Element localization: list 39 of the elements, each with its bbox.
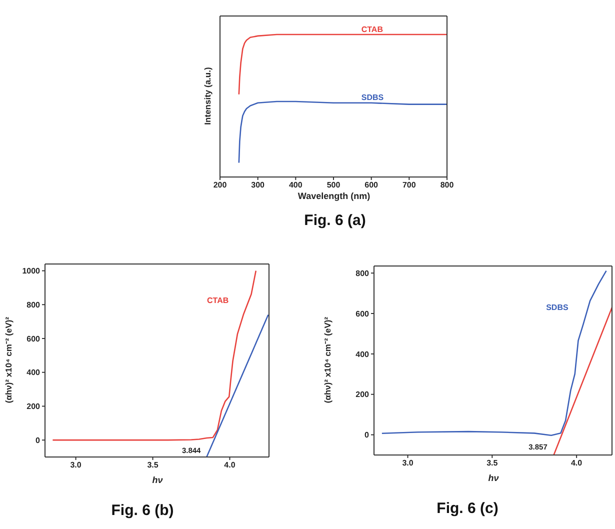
text: Fig. 6 (c) [436,500,500,517]
y-tick-label: 0 [364,430,370,440]
line-series [52,270,257,441]
text: SDBS [546,303,568,312]
x-axis-title: hν [487,473,500,483]
x-tick-label: 3.0 [402,458,414,468]
y-tick-label: 200 [26,402,41,412]
y-axis-title: Intensity (a.u.) [202,67,214,125]
series-label: CTAB [361,24,383,34]
y-tick-label: 600 [356,309,370,318]
x-tick-label: 3.5 [486,458,498,468]
text: Fig. 6 (a) [303,212,367,229]
x-tick-label: 200 [213,180,228,190]
y-tick-label: 400 [356,350,370,359]
x-axis-title: hν [151,475,164,485]
x-tick-label: 700 [402,180,416,190]
x-tick-label: 4.0 [224,460,236,470]
x-tick-label: 4.0 [570,458,583,468]
text: Fig. 6 (b) [110,502,175,519]
text: CTAB [207,296,229,305]
y-tick-label: 800 [356,268,370,278]
x-tick-label: 3.0 [70,460,82,470]
x-tick-label: 400 [288,180,303,190]
y-tick-label: 800 [26,300,41,310]
y-tick-label: 600 [26,334,41,344]
line-series [381,270,607,436]
y-axis-title: (αhν)² x10⁴ cm⁻² (eV)² [4,316,14,404]
x-tick-label: 600 [364,180,379,190]
y-axis-title: (αhν)² x10⁴ cm⁻² (eV)² [322,316,334,404]
x-axis-title: Wavelength (nm) [296,191,372,201]
x-tick-label: 800 [440,180,454,190]
y-tick-label: 0 [36,436,41,445]
series-label: SDBS [361,92,384,102]
x-tick-label: 500 [326,180,341,190]
y-tick-label: 400 [26,368,41,378]
y-tick-label: 200 [356,390,370,400]
x-tick-label: 3.5 [147,460,159,470]
x-tick-label: 300 [251,180,266,190]
y-tick-label: 1000 [22,266,41,276]
